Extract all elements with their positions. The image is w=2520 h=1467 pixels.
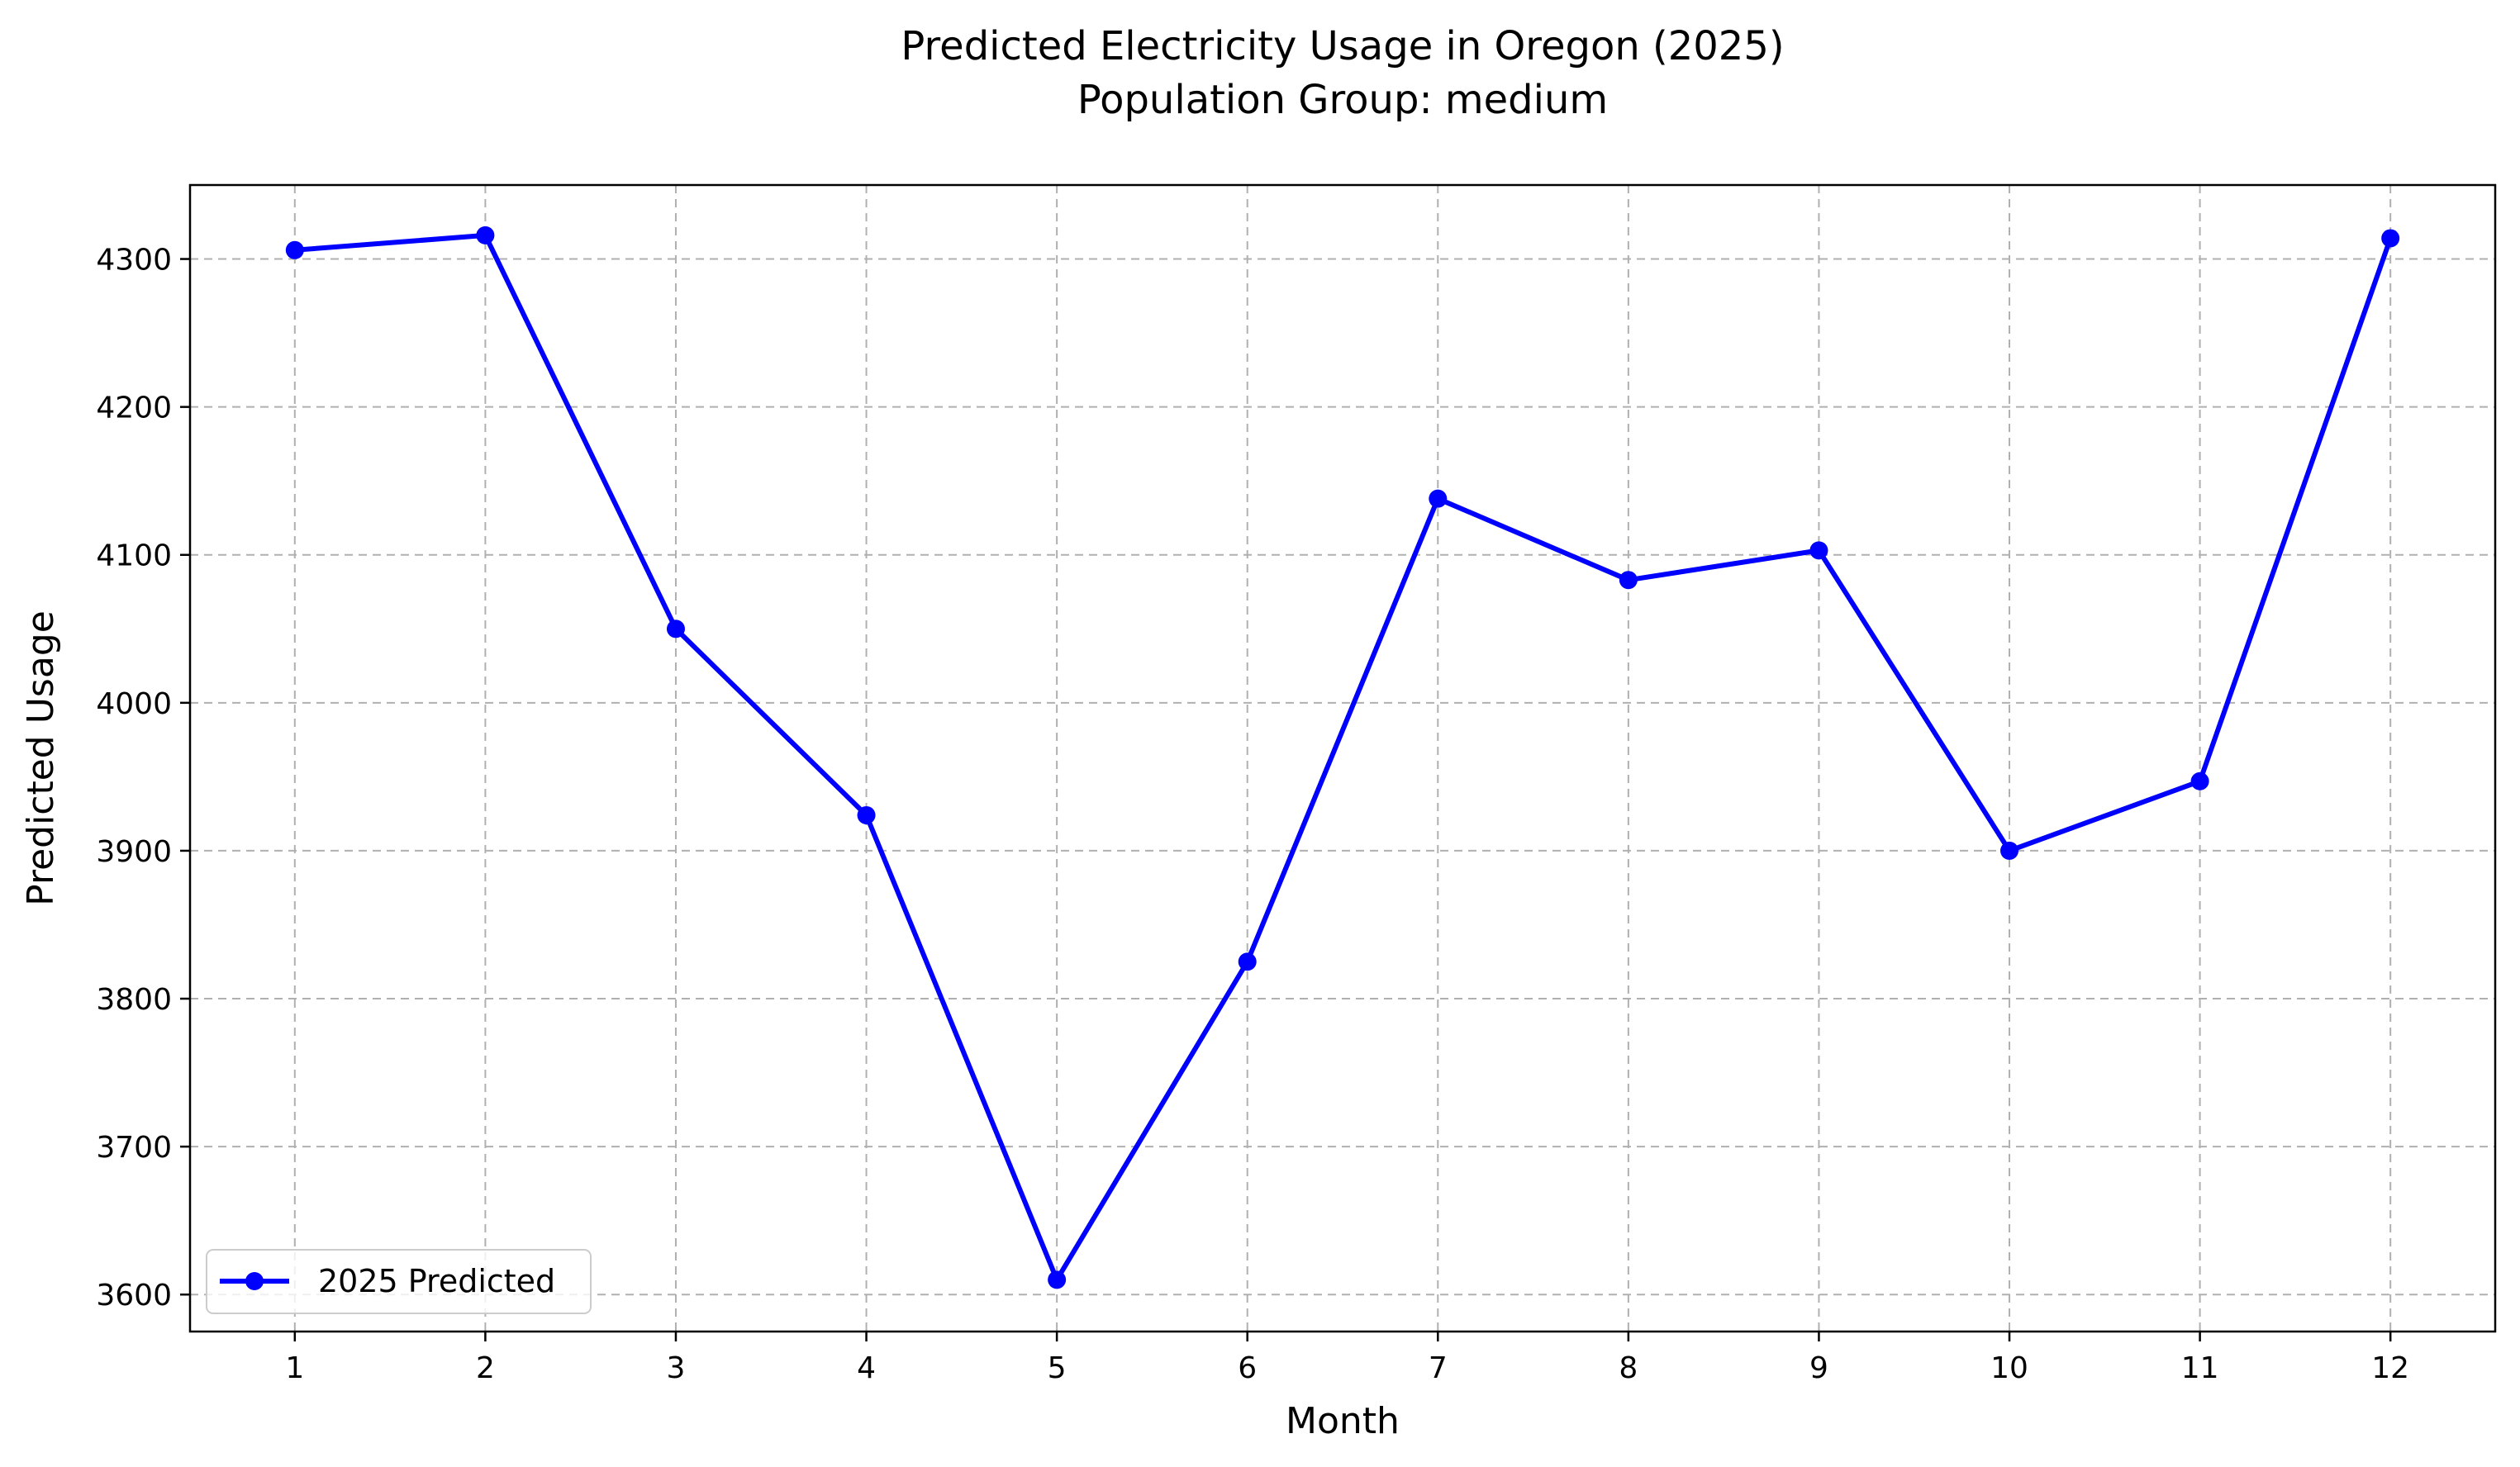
x-tick-label: 8 [1619,1351,1638,1385]
x-tick-label: 9 [1809,1351,1828,1385]
legend-label: 2025 Predicted [318,1263,555,1299]
x-tick-label: 12 [2371,1351,2409,1385]
x-tick-label: 5 [1048,1351,1067,1385]
y-tick-label: 4000 [96,687,172,721]
data-point [1048,1270,1067,1289]
data-point [2190,771,2209,790]
x-tick-label: 6 [1238,1351,1257,1385]
series-line [292,232,2394,1283]
x-tick-label: 10 [1990,1351,2028,1385]
y-tick-label: 3600 [96,1279,172,1313]
data-point [1238,952,1257,971]
y-tick-label: 4100 [96,539,172,573]
y-axis-label: Predicted Usage [20,610,62,906]
series-layer [285,226,2400,1289]
data-point [285,240,304,259]
data-point [476,226,495,244]
chart-title: Predicted Electricity Usage in Oregon (2… [901,23,1784,69]
data-point [2381,229,2400,248]
y-tick-label: 4200 [96,392,172,425]
y-tick-label: 3700 [96,1131,172,1165]
data-point [857,805,876,824]
y-tick-label: 4300 [96,244,172,278]
data-point [1619,571,1638,590]
x-tick-label: 3 [667,1351,686,1385]
x-axis-label: Month [1286,1400,1400,1442]
legend-marker-swatch [245,1272,264,1290]
chart-subtitle: Population Group: medium [1077,77,1608,123]
x-tick-label: 11 [2181,1351,2219,1385]
legend: 2025 Predicted [206,1249,592,1314]
data-point [1809,541,1828,560]
data-point [2000,841,2019,860]
y-tick-label: 3900 [96,835,172,869]
data-point [666,620,685,639]
y-tick-label: 3800 [96,983,172,1017]
legend-box [206,1249,592,1314]
x-tick-label: 7 [1429,1351,1448,1385]
axis-ticks: 1 2 3 4 5 6 7 8 9 10 11 123600370038003900400041004… [96,244,2409,1385]
data-point [1429,489,1448,508]
x-tick-label: 4 [857,1351,876,1385]
x-tick-label: 1 [285,1351,304,1385]
x-tick-label: 2 [476,1351,495,1385]
plot-area-frame [188,183,2497,1333]
